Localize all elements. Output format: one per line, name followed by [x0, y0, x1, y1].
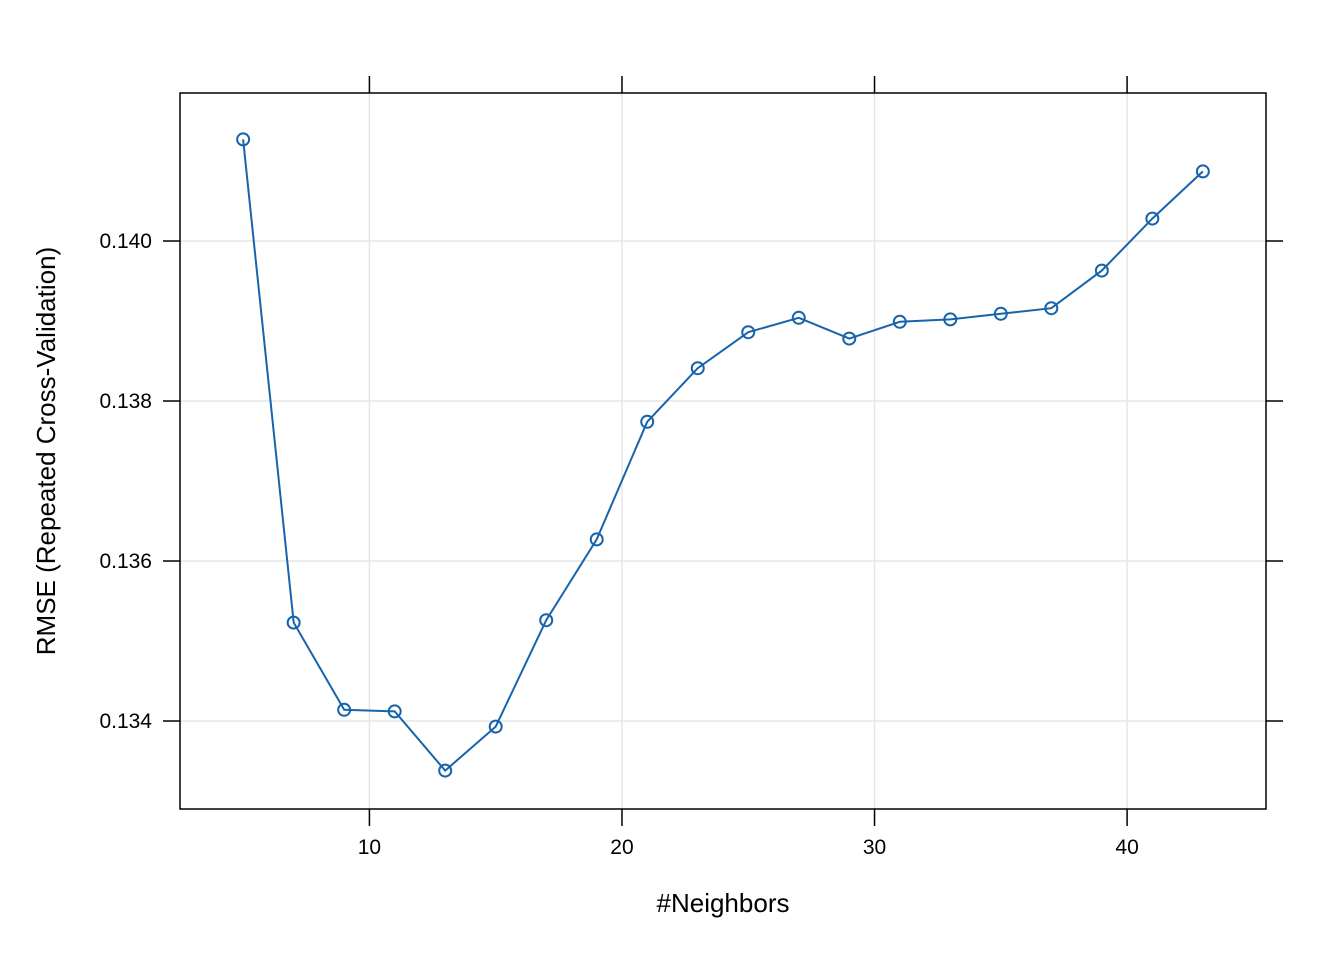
data-point — [1044, 301, 1059, 316]
data-point — [993, 306, 1008, 321]
data-point — [892, 314, 907, 329]
data-point — [488, 719, 503, 734]
data-point — [690, 361, 705, 376]
data-point — [943, 312, 958, 327]
y-tick-label: 0.134 — [99, 710, 152, 733]
data-point — [640, 414, 655, 429]
y-tick-label: 0.138 — [99, 390, 152, 413]
y-axis-title: RMSE (Repeated Cross-Validation) — [31, 247, 61, 655]
data-point — [337, 702, 352, 717]
data-point — [1195, 164, 1210, 179]
data-point — [286, 615, 301, 630]
data-point — [438, 763, 453, 778]
plot-frame — [179, 92, 1267, 810]
y-tick-label: 0.140 — [99, 230, 152, 253]
data-point — [791, 310, 806, 325]
data-point — [387, 704, 402, 719]
x-axis-title: #Neighbors — [657, 888, 790, 918]
data-point — [842, 331, 857, 346]
y-tick-label: 0.136 — [99, 550, 152, 573]
data-point — [1145, 211, 1160, 226]
x-tick-label: 30 — [863, 836, 886, 859]
x-tick-label: 20 — [610, 836, 633, 859]
grid-lines — [180, 93, 1266, 809]
data-point — [741, 325, 756, 340]
series-line — [242, 139, 1204, 773]
data-point — [589, 532, 604, 547]
data-point — [236, 132, 251, 147]
data-point — [1094, 263, 1109, 278]
series-layer — [236, 132, 1210, 778]
x-tick-label: 40 — [1115, 836, 1138, 859]
axis-ticks: 10 20 30 40 0.134 0.136 0.138 0.140 — [99, 76, 1283, 859]
data-point — [539, 613, 554, 628]
x-tick-label: 10 — [358, 836, 381, 859]
